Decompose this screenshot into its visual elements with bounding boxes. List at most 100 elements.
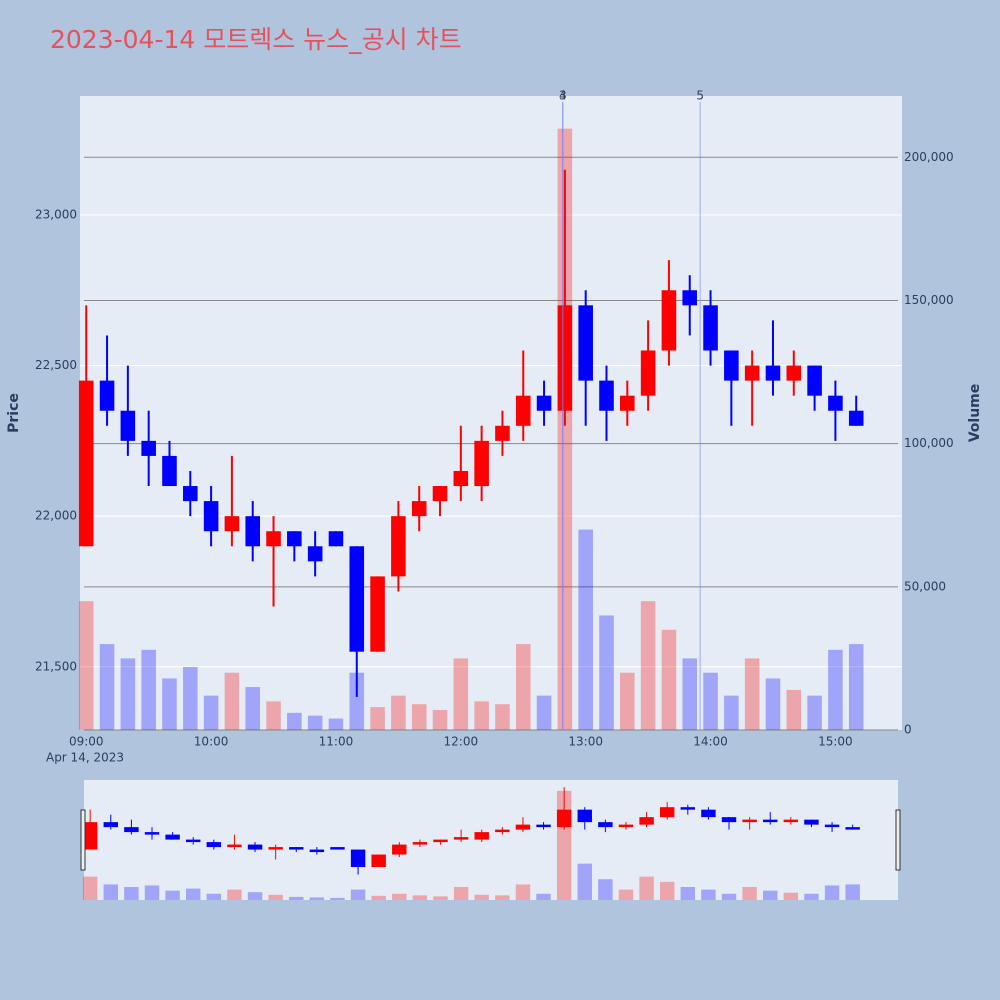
- candle-body: [224, 516, 240, 532]
- mini-candle-body: [186, 839, 201, 843]
- mini-candle-body: [206, 842, 222, 848]
- mini-volume-bar: [186, 888, 201, 900]
- volume-bar: [515, 644, 531, 730]
- mini-candle-body: [247, 844, 263, 850]
- candle-body: [349, 546, 365, 652]
- mini-candle-body: [824, 824, 840, 828]
- mini-volume-bar: [804, 893, 819, 900]
- mini-volume-bar: [618, 889, 634, 900]
- mini-candle-body: [598, 822, 613, 828]
- candle-body: [848, 410, 864, 426]
- volume-bar: [828, 649, 843, 730]
- candle-body: [744, 365, 760, 381]
- mini-volume-bar: [474, 894, 489, 900]
- volume-bar: [287, 712, 302, 730]
- candle-body: [141, 440, 156, 456]
- volume-bar: [99, 644, 115, 730]
- mini-candle-body: [556, 809, 572, 828]
- volume-bar: [411, 704, 427, 730]
- x-tick-label: 13:00: [568, 735, 603, 749]
- candle-body: [724, 350, 739, 381]
- plot-area: [80, 96, 902, 730]
- x-tick-label: 14:00: [693, 735, 728, 749]
- mini-candle-body: [639, 817, 654, 825]
- mini-volume-bar: [350, 889, 366, 900]
- y2-tick-label: 0: [904, 723, 912, 737]
- volume-bar: [620, 672, 635, 730]
- candle-body: [162, 455, 177, 487]
- candle-body: [703, 305, 718, 351]
- mini-candle-body: [268, 847, 283, 850]
- y-tick-label: 21,500: [35, 659, 77, 673]
- candle-body: [474, 440, 489, 487]
- mini-volume-bar: [227, 889, 242, 900]
- mini-volume-bar: [659, 881, 675, 900]
- mini-volume-bar: [289, 896, 304, 900]
- volume-bar: [266, 701, 281, 730]
- candle-body: [245, 516, 261, 547]
- volume-bar: [432, 709, 448, 730]
- mini-candle-body: [474, 832, 489, 840]
- mini-volume-bar: [392, 893, 407, 900]
- volume-bar: [203, 695, 219, 730]
- mini-candle-body: [453, 837, 469, 840]
- x-tick-label: 09:00: [69, 735, 104, 749]
- mini-candle-body: [742, 819, 757, 823]
- volume-bar: [578, 529, 593, 730]
- mini-candle-body: [124, 827, 139, 833]
- y-tick-label: 22,500: [35, 358, 77, 372]
- mini-volume-bar: [247, 892, 263, 900]
- volume-bar: [370, 707, 385, 730]
- mini-candle-body: [721, 817, 737, 823]
- mini-candle-body: [227, 844, 242, 848]
- mini-candle-body: [371, 854, 386, 868]
- mini-candle-body: [680, 807, 696, 810]
- mini-volume-bar: [824, 885, 840, 900]
- candle-body: [120, 410, 136, 441]
- volume-bar: [724, 695, 739, 730]
- mini-volume-bar: [536, 893, 551, 900]
- mini-volume-bar: [680, 887, 696, 900]
- candle-body: [620, 395, 635, 411]
- mini-volume-bar: [206, 893, 222, 900]
- mini-candle-body: [309, 849, 325, 853]
- mini-volume-bar: [144, 885, 160, 900]
- candle-body: [515, 395, 531, 426]
- mini-candle-body: [495, 829, 510, 833]
- candle-body: [786, 365, 802, 381]
- mini-candle-body: [804, 819, 819, 825]
- volume-bar: [183, 667, 198, 730]
- mini-volume-bar: [598, 879, 613, 900]
- mini-candle-body: [659, 807, 675, 818]
- mini-candle-body: [289, 847, 304, 850]
- volume-bar: [391, 695, 406, 730]
- mini-volume-bar: [330, 897, 345, 900]
- y2-tick-label: 200,000: [904, 150, 954, 164]
- mini-candle-body: [103, 822, 119, 828]
- volume-bar: [245, 687, 261, 730]
- candle-body: [495, 425, 510, 441]
- y-axis-label: Price: [6, 393, 22, 433]
- chart-title: 2023-04-14 모트렉스 뉴스_공시 차트: [50, 25, 462, 54]
- mini-candle-body: [412, 842, 428, 845]
- mini-candle-body: [392, 844, 407, 855]
- mini-candle-body: [701, 809, 716, 818]
- mini-volume-bar: [453, 887, 469, 900]
- mini-volume-bar: [701, 889, 716, 900]
- candle-body: [765, 365, 781, 381]
- annotation-label: 5: [696, 89, 704, 103]
- y2-axis-label: Volume: [967, 384, 983, 443]
- mini-volume-bar: [124, 887, 139, 900]
- mini-volume-bar: [82, 876, 98, 900]
- y2-tick-label: 50,000: [904, 579, 946, 593]
- y-tick-label: 23,000: [35, 207, 77, 221]
- mini-volume-bar: [783, 892, 799, 900]
- mini-volume-bar: [577, 863, 592, 900]
- annotation-label: 3: [559, 89, 567, 103]
- volume-bar: [474, 701, 489, 730]
- volume-bar: [744, 658, 760, 730]
- mini-candle-body: [783, 819, 799, 823]
- rangeslider-handle[interactable]: [895, 809, 901, 871]
- rangeslider-handle[interactable]: [80, 809, 86, 871]
